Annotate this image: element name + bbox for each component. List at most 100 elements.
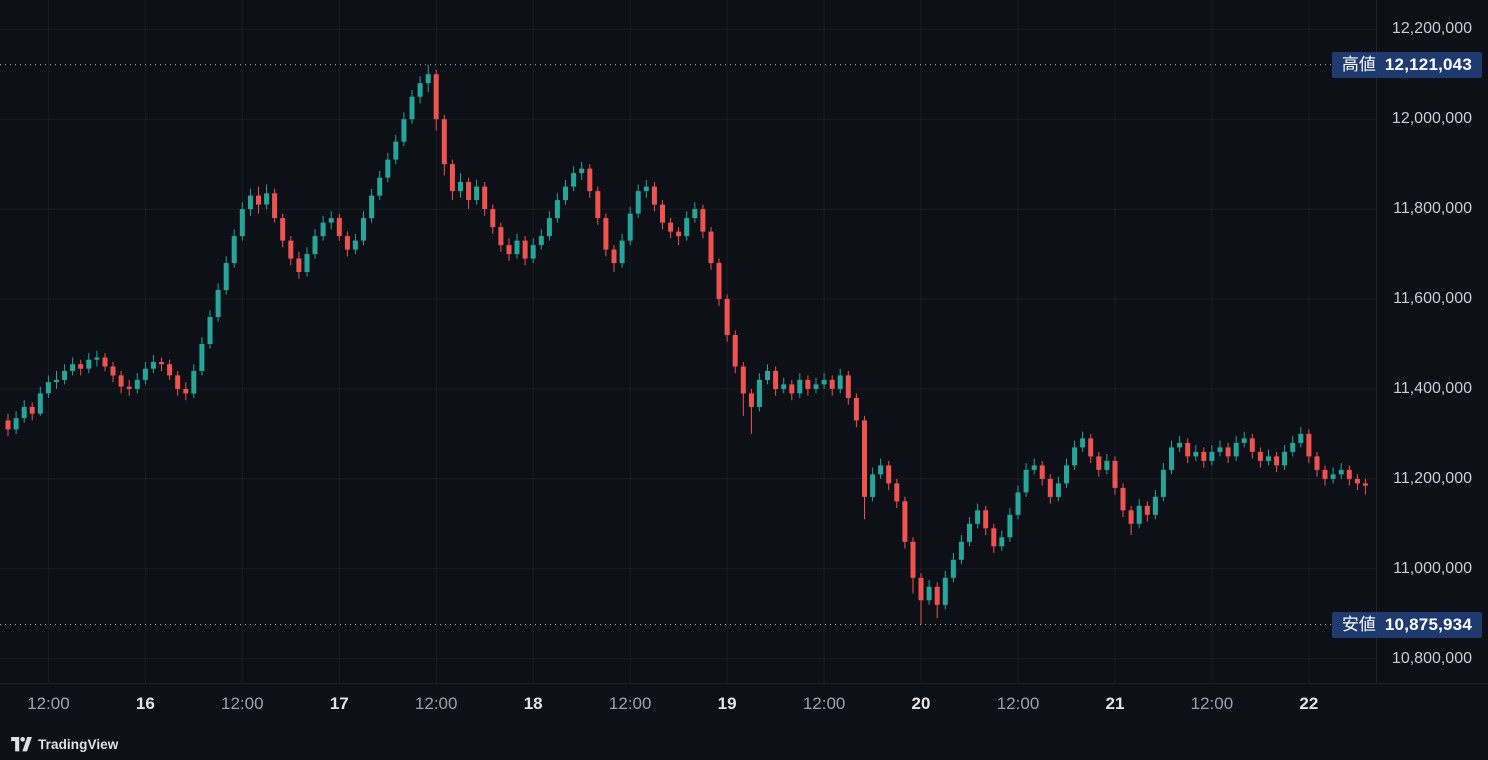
candle: [975, 504, 980, 529]
candlestick-chart-window: 12,200,00012,000,00011,800,00011,600,000…: [0, 0, 1488, 760]
candle: [54, 371, 59, 389]
candle: [466, 178, 471, 210]
candle: [838, 369, 843, 394]
time-axis[interactable]: 12:001612:001712:001812:001912:002012:00…: [0, 683, 1488, 728]
candle: [587, 164, 592, 198]
candle: [38, 387, 43, 416]
candle: [999, 531, 1004, 551]
y-axis-label: 12,200,000: [1392, 20, 1472, 38]
candle: [1363, 479, 1368, 495]
candle: [248, 189, 253, 216]
candle: [1250, 434, 1255, 459]
candle: [167, 360, 172, 380]
candle: [902, 497, 907, 549]
candle: [1169, 441, 1174, 475]
tradingview-logo-icon: [11, 737, 32, 752]
candle: [628, 207, 633, 245]
candle: [361, 211, 366, 245]
low-price-label-text: 安値: [1342, 616, 1376, 633]
candle: [353, 234, 358, 254]
candle: [329, 211, 334, 229]
x-axis-label: 12:00: [609, 694, 652, 714]
candle: [1201, 447, 1206, 467]
candle: [709, 227, 714, 270]
x-axis-label: 22: [1299, 694, 1318, 714]
candle: [612, 245, 617, 272]
x-axis-label: 12:00: [27, 694, 70, 714]
y-axis-label: 11,200,000: [1393, 470, 1472, 488]
candle: [1129, 506, 1134, 535]
candle: [159, 358, 164, 372]
tradingview-logo-text: TradingView: [38, 737, 118, 752]
candle: [911, 537, 916, 593]
price-axis[interactable]: 12,200,00012,000,00011,800,00011,600,000…: [1376, 0, 1488, 683]
candle: [30, 402, 35, 420]
candle: [70, 358, 75, 376]
candle: [385, 153, 390, 182]
candle: [1104, 454, 1109, 474]
candle: [264, 184, 269, 209]
candle: [523, 236, 528, 265]
candle: [1064, 459, 1069, 488]
candle: [1331, 468, 1336, 484]
candle: [78, 360, 83, 376]
candle: [135, 373, 140, 393]
candle: [668, 218, 673, 238]
candle: [62, 364, 67, 384]
candle: [636, 184, 641, 218]
candle: [1258, 447, 1263, 467]
candle: [539, 229, 544, 249]
candle: [684, 211, 689, 240]
candle: [652, 182, 657, 211]
candle: [1290, 436, 1295, 456]
x-axis-label: 17: [330, 694, 349, 714]
candle: [280, 214, 285, 248]
candle: [143, 362, 148, 384]
candle: [1137, 499, 1142, 528]
candle: [547, 211, 552, 240]
candle: [951, 553, 956, 582]
candle: [1298, 427, 1303, 447]
candle: [822, 373, 827, 389]
y-axis-label: 11,000,000: [1393, 560, 1472, 578]
tradingview-logo-link[interactable]: TradingView: [11, 737, 118, 752]
y-axis-label: 10,800,000: [1392, 650, 1472, 668]
candle: [183, 382, 188, 400]
candle: [983, 506, 988, 535]
x-axis-label: 16: [136, 694, 155, 714]
candle: [765, 364, 770, 384]
candle: [94, 351, 99, 367]
candle: [1193, 445, 1198, 461]
candle: [1007, 508, 1012, 542]
candle: [1088, 434, 1093, 463]
low-price-label: 安値 10,875,934: [1332, 612, 1482, 638]
candle: [1145, 501, 1150, 521]
candle: [296, 252, 301, 279]
candle: [321, 216, 326, 241]
candle: [1218, 441, 1223, 457]
chart-plot-area[interactable]: [0, 0, 1376, 683]
high-price-label-text: 高値: [1342, 56, 1376, 73]
y-axis-label: 11,600,000: [1393, 290, 1472, 308]
candle: [410, 90, 415, 124]
candle: [216, 283, 221, 321]
candle: [935, 582, 940, 618]
candle: [919, 573, 924, 624]
candle: [434, 70, 439, 131]
candle: [959, 535, 964, 564]
x-axis-label: 19: [718, 694, 737, 714]
candle: [305, 247, 310, 276]
candle: [531, 238, 536, 263]
candle: [240, 202, 245, 240]
candle: [111, 362, 116, 382]
candle: [620, 234, 625, 268]
candle: [894, 479, 899, 508]
candle: [725, 295, 730, 342]
candle: [1177, 436, 1182, 452]
candle: [862, 416, 867, 519]
x-axis-label: 12:00: [415, 694, 458, 714]
candle: [1024, 463, 1029, 497]
candle: [717, 259, 722, 306]
candle: [1040, 461, 1045, 486]
candle: [1056, 477, 1061, 502]
